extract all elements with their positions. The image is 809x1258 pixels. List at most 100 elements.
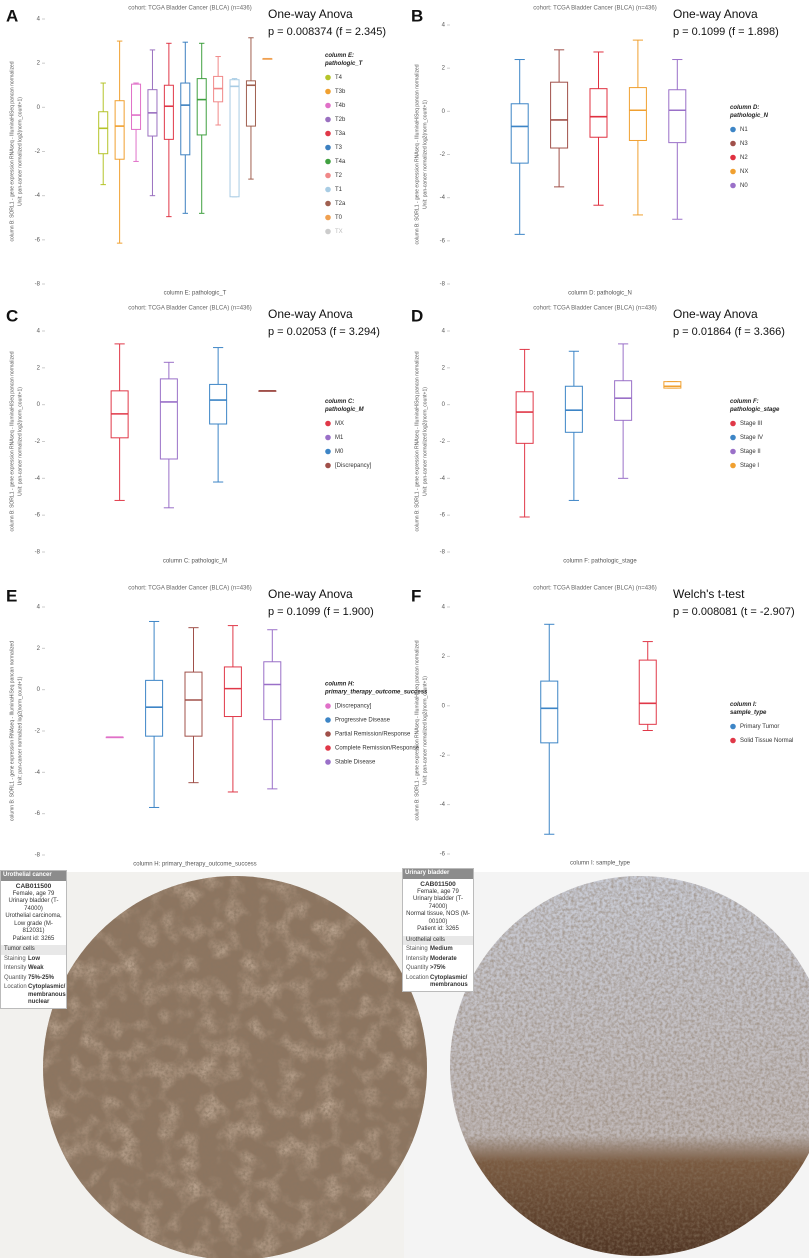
box	[114, 100, 125, 160]
x-axis-label: column H: primary_therapy_outcome_succes…	[133, 862, 256, 868]
detail-line: Patient id: 3265	[406, 926, 470, 934]
y-tick-label: 2	[442, 654, 446, 660]
x-axis-label: column D: pathologic_N	[568, 291, 632, 297]
y-axis-label: column B: SORL1 - gene expression RNAseq…	[9, 641, 15, 821]
annotation: One-way Anova	[673, 7, 758, 21]
box	[223, 666, 242, 718]
legend-label: Stage IV	[740, 435, 763, 441]
y-tick-label: 4	[442, 329, 446, 335]
panel-label: E	[6, 586, 17, 605]
legend-swatch	[325, 703, 331, 709]
legend-swatch	[325, 200, 331, 207]
legend-swatch	[325, 186, 331, 193]
detail-text: Urinary bladder (T-74000)	[412, 896, 463, 910]
box	[668, 89, 687, 144]
legend-label: N1	[740, 127, 748, 133]
heading-text: Urothelial cancer	[3, 872, 52, 878]
y-tick-label: 0	[37, 402, 41, 408]
legend-label: Stage II	[740, 449, 761, 455]
legend-swatch	[325, 144, 331, 151]
legend-label: M0	[335, 449, 344, 455]
card-details: CAB011500 Female, age 79 Urinary bladder (…	[403, 879, 473, 936]
chart-title: cohort: TCGA Bladder Cancer (BLCA) (n=43…	[128, 6, 251, 12]
panel-label: D	[411, 306, 423, 325]
y-tick-label: 0	[37, 687, 41, 693]
y-tick-label: -2	[440, 753, 446, 759]
annotation: p = 0.1099 (f = 1.900)	[268, 606, 374, 618]
annotation: Welch's t-test	[673, 587, 745, 601]
y-tick-label: -2	[35, 149, 41, 155]
legend-label: NX	[740, 169, 748, 175]
legend-label: Solid Tissue Normal	[740, 738, 793, 744]
field-row: Quantity 75%-25%	[1, 974, 66, 984]
tissue-texture	[450, 876, 809, 1256]
detail-line: Female, age 79	[406, 889, 470, 897]
y-axis-label: column B: SORL1 - gene expression RNAseq…	[414, 64, 420, 244]
legend-swatch	[325, 448, 331, 455]
y-axis-label: Unit: pan-cancer normalized log2(norm_co…	[17, 387, 23, 496]
legend-label: T1	[335, 187, 343, 193]
box	[159, 378, 178, 460]
legend-swatch	[730, 448, 736, 455]
box	[663, 381, 682, 389]
y-tick-label: -4	[440, 476, 446, 482]
legend-swatch	[325, 214, 331, 221]
legend-title: column F:	[730, 399, 759, 405]
legend-label: T2a	[335, 201, 346, 207]
y-tick-label: -2	[440, 439, 446, 445]
legend-swatch	[325, 228, 331, 235]
legend-label: N3	[740, 141, 748, 147]
x-axis-label: column C: pathologic_M	[163, 559, 227, 565]
y-tick-label: 4	[442, 605, 446, 611]
box	[510, 103, 529, 164]
legend-swatch	[730, 462, 736, 469]
legend-label: Stage III	[740, 421, 763, 427]
y-tick-label: 2	[442, 66, 446, 72]
field-name: Location	[406, 974, 429, 981]
legend-title: pathologic_T	[324, 61, 364, 67]
panel-label: B	[411, 6, 423, 25]
chart-title: cohort: TCGA Bladder Cancer (BLCA) (n=43…	[128, 586, 251, 592]
field-row: Staining Low	[1, 955, 66, 965]
field-row: Intensity Weak	[1, 964, 66, 974]
annotation: p = 0.1099 (f = 1.898)	[673, 26, 779, 38]
legend-label: T2b	[335, 117, 346, 123]
legend-label: T3b	[335, 89, 346, 95]
box	[589, 88, 608, 138]
y-tick-label: 2	[37, 61, 41, 67]
detail-line: Female, age 79	[4, 891, 63, 899]
legend-label: T0	[335, 215, 343, 221]
y-tick-label: -6	[440, 513, 446, 519]
y-tick-label: 2	[37, 646, 41, 652]
legend-swatch	[325, 420, 331, 427]
box	[540, 680, 559, 744]
legend-label: T3a	[335, 131, 346, 137]
legend-label: T2	[335, 173, 343, 179]
chart-title: cohort: TCGA Bladder Cancer (BLCA) (n=43…	[533, 586, 656, 592]
y-tick-label: -8	[440, 550, 446, 556]
legend-swatch	[730, 126, 736, 133]
y-tick-label: -4	[440, 195, 446, 201]
field-name: Staining	[4, 955, 26, 962]
annotation: One-way Anova	[673, 307, 758, 321]
y-tick-label: -8	[440, 282, 446, 288]
box	[229, 79, 240, 198]
legend-swatch	[730, 154, 736, 161]
tissue-core	[43, 876, 427, 1258]
legend-swatch	[325, 116, 331, 123]
legend-title: pathologic_N	[729, 113, 769, 119]
legend-swatch	[325, 102, 331, 109]
box	[515, 391, 534, 444]
box	[184, 671, 203, 737]
box	[131, 83, 142, 130]
legend-title: sample_type	[730, 710, 767, 716]
detail-text: Female, age 79	[417, 888, 459, 895]
box	[614, 380, 633, 421]
detail-text: Urinary bladder (T-74000)	[8, 898, 59, 912]
y-tick-label: -8	[35, 282, 41, 288]
field-row: Location Cytoplasmic/ membranous nuclear	[1, 983, 66, 1008]
y-tick-label: -4	[35, 476, 41, 482]
box	[196, 78, 207, 136]
field-name: Quantity	[4, 974, 27, 981]
